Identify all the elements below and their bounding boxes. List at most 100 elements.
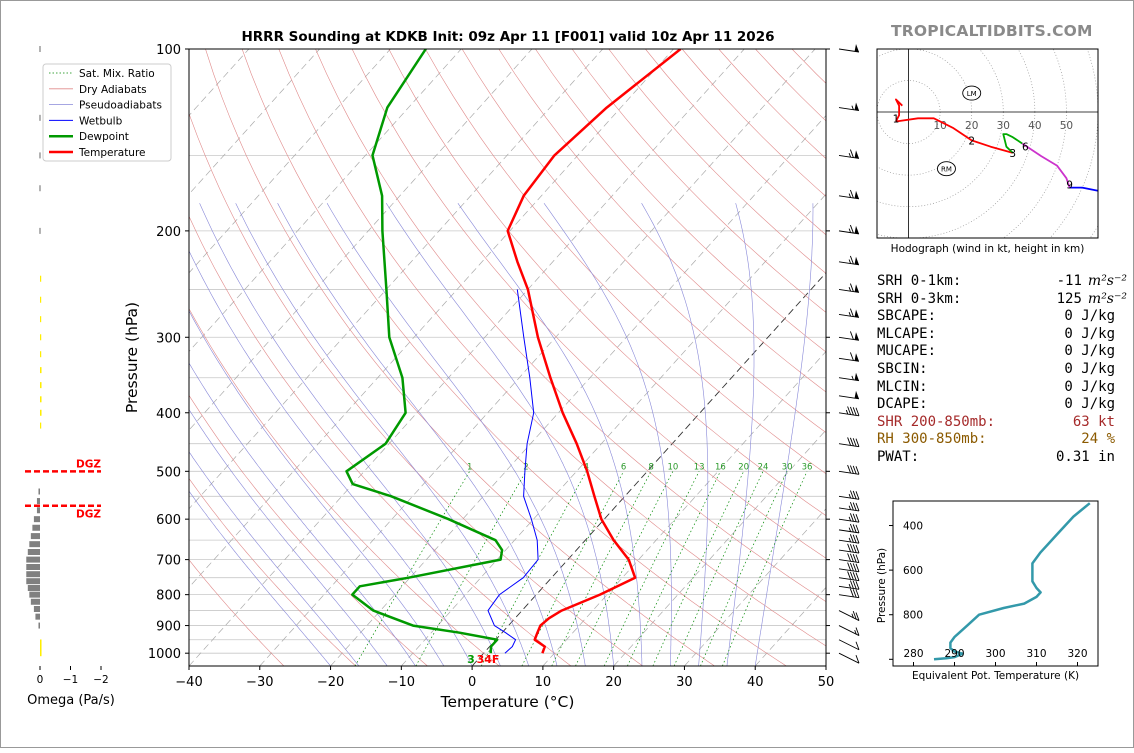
barb-full	[849, 255, 854, 265]
barb-full	[852, 534, 857, 543]
omega-bar	[26, 571, 40, 578]
barb-flag	[854, 332, 859, 341]
wind-barb	[838, 501, 860, 512]
omega-bar	[29, 541, 40, 548]
pseudoadiabat	[235, 203, 529, 666]
wind-barb	[838, 639, 860, 651]
theta-x-tick-label: 290	[944, 648, 964, 660]
mixing-ratio-line	[722, 471, 808, 666]
barb-flag	[854, 190, 859, 199]
legend: Sat. Mix. Ratio Dry Adiabats Pseudoadiabat…	[42, 63, 172, 162]
dgz-label: DGZ	[76, 458, 101, 470]
dry-adiabat	[498, 49, 826, 393]
hodo-segment	[1069, 186, 1098, 192]
barb-staff	[838, 652, 860, 664]
barb-full	[852, 407, 857, 416]
wind-barb	[838, 372, 860, 382]
barb-flag	[854, 225, 859, 234]
x-tick-label: −20	[317, 675, 344, 690]
pseudoadiabat	[189, 250, 473, 666]
wind-barb	[838, 562, 860, 573]
skewt-plot: 1 2 4 6 8 10 13 16 20 24 30 36	[189, 49, 826, 666]
stats-panel: SRH 0-1km: -11 m²s⁻² SRH 0-3km: 125 m²s⁻² SBCA…	[877, 273, 1127, 467]
stat-value: 0 J/kg	[1064, 308, 1115, 325]
barb-full	[855, 554, 860, 563]
barb-full	[847, 437, 852, 446]
theta-x-tick-label: 280	[903, 648, 923, 660]
omega-bar	[40, 409, 42, 416]
barb-flag	[854, 256, 859, 265]
barb-full	[855, 535, 860, 544]
omega-bar	[36, 507, 40, 514]
pseudoadiabat	[189, 310, 445, 666]
hodo-marker	[962, 85, 982, 101]
stat-value: -11	[1056, 273, 1082, 289]
wetbulb-line	[487, 289, 539, 654]
wind-barb	[838, 513, 860, 523]
barb-staff	[838, 559, 860, 564]
barb-half	[845, 409, 849, 415]
omega-bar	[38, 488, 40, 495]
wind-barb	[838, 571, 860, 582]
hodo-segment	[1002, 133, 1023, 154]
omega-bar	[39, 152, 41, 159]
hodo-ring-label: 30	[997, 120, 1010, 132]
barb-full	[849, 513, 854, 522]
wind-barb	[838, 437, 860, 448]
omega-panel: DGZ DGZ 0 −1 −2 Omega (Pa/s)	[25, 46, 115, 708]
barb-staff	[838, 443, 860, 448]
omega-bar	[40, 367, 42, 374]
skewt-frame	[188, 48, 827, 667]
theta-e-line	[933, 502, 1091, 661]
mixing-ratio-label: 1	[467, 462, 472, 472]
dry-adiabat	[461, 49, 826, 433]
barb-full	[847, 571, 852, 580]
wind-barb	[838, 588, 860, 599]
stat-row: DCAPE: 0 J/kg	[877, 396, 1127, 414]
mixing-ratio-line	[627, 471, 721, 666]
chart-title: HRRR Sounding at KDKB Init: 09z Apr 11 […	[241, 29, 774, 45]
hodo-ring-label: 20	[965, 120, 978, 132]
stat-label: RH 300-850mb:	[877, 431, 987, 448]
theta-y-tick-label: 400	[903, 521, 923, 533]
hodo-height-label: 2	[968, 135, 975, 147]
barb-full	[849, 523, 854, 533]
mixing-ratio-label: 8	[648, 462, 653, 472]
stat-label: SBCIN:	[877, 360, 928, 377]
stat-value: 63 kt	[1072, 413, 1115, 430]
dry-adiabat	[189, 394, 428, 666]
pseudoadiabat	[543, 203, 672, 666]
mixing-ratio-label: 20	[738, 462, 749, 472]
barb-staff	[838, 518, 860, 523]
legend-entry: Wetbulb	[79, 115, 123, 127]
barb-full	[855, 572, 860, 581]
mixing-ratio-line	[354, 471, 471, 666]
barb-full	[852, 438, 857, 447]
mixing-ratio-label: 24	[758, 462, 769, 472]
hodo-height-label: 1	[893, 113, 900, 125]
stat-row: MLCIN: 0 J/kg	[877, 379, 1127, 397]
barb-full	[849, 437, 854, 446]
stat-unit: m²s⁻²	[1087, 273, 1127, 289]
stat-row: RH 300-850mb: 24 %	[877, 431, 1127, 449]
hodo-segment	[895, 98, 903, 122]
legend-box	[42, 63, 172, 162]
pseudoadiabat	[199, 203, 501, 666]
temperature-line	[506, 49, 682, 654]
barb-full	[849, 189, 854, 199]
barb-full	[847, 553, 852, 562]
hodo-ring-label: 40	[1028, 120, 1041, 132]
barb-full	[852, 465, 857, 475]
y-tick-label: 100	[156, 43, 181, 58]
dry-adiabat	[278, 49, 826, 647]
barb-staff	[838, 568, 860, 573]
wind-barb	[838, 308, 860, 318]
barb-flag	[854, 353, 859, 362]
barb-full	[852, 513, 857, 522]
stat-label: DCAPE:	[877, 396, 928, 413]
pseudoadiabat	[189, 362, 416, 666]
hodo-marker-label: LM	[967, 90, 977, 98]
wind-barb	[838, 553, 860, 564]
stat-value: 0 J/kg	[1064, 378, 1115, 395]
hodograph-caption: Hodograph (wind in kt, height in km)	[891, 243, 1085, 255]
